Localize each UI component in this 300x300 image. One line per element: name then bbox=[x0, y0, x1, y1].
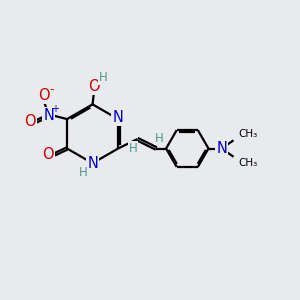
Text: H: H bbox=[80, 166, 88, 178]
Text: O: O bbox=[42, 147, 54, 162]
Text: N: N bbox=[44, 108, 54, 123]
Text: CH₃: CH₃ bbox=[238, 129, 257, 140]
Text: H: H bbox=[128, 142, 137, 155]
Text: H: H bbox=[155, 132, 164, 145]
Text: O: O bbox=[24, 114, 35, 129]
Text: +: + bbox=[51, 104, 59, 114]
Text: H: H bbox=[98, 71, 107, 84]
Text: O: O bbox=[38, 88, 49, 103]
Text: CH₃: CH₃ bbox=[238, 158, 257, 168]
Text: N: N bbox=[216, 141, 227, 156]
Text: N: N bbox=[87, 156, 98, 171]
Text: O: O bbox=[88, 79, 100, 94]
Text: -: - bbox=[50, 82, 54, 95]
Text: N: N bbox=[112, 110, 124, 125]
